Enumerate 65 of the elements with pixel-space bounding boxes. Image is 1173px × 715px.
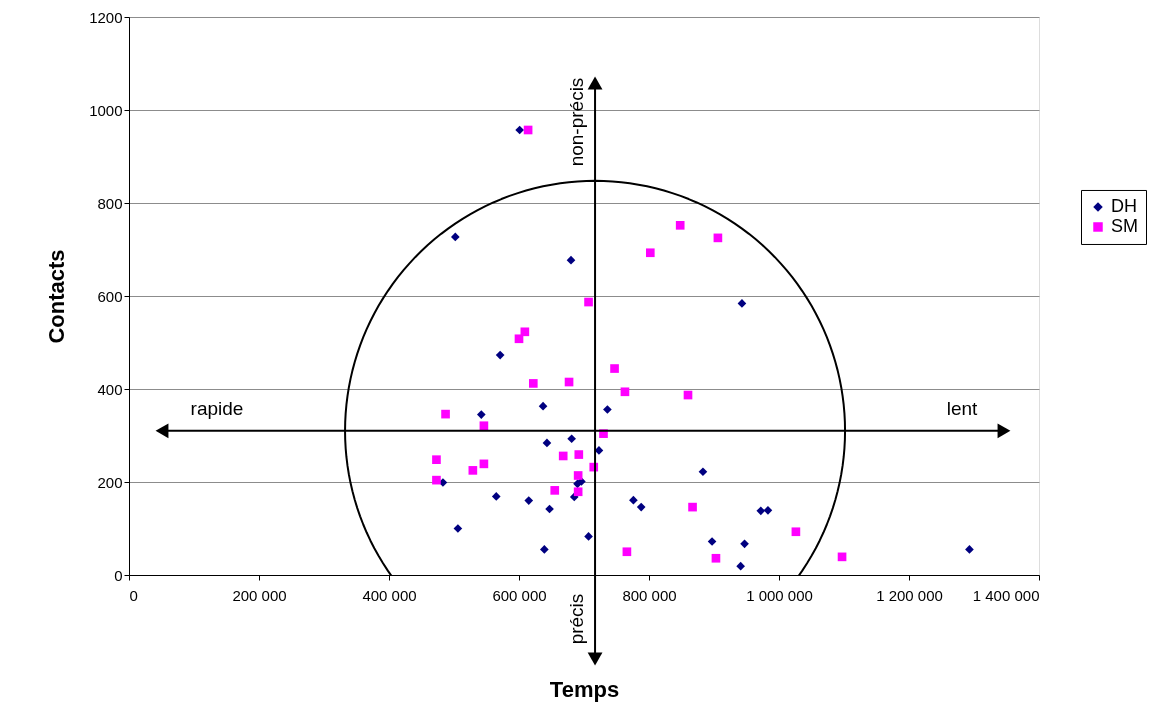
x-tick-label: 1 200 000 <box>876 586 943 604</box>
point <box>698 467 708 477</box>
point <box>479 421 489 431</box>
point <box>763 506 773 515</box>
point <box>450 232 460 242</box>
point <box>495 350 505 360</box>
x-axis-title: Temps <box>549 676 620 702</box>
point <box>432 455 441 465</box>
point <box>629 495 638 505</box>
x-tick-label: 200 000 <box>232 586 287 604</box>
y-tick-label: 1000 <box>89 101 123 119</box>
annotation: rapide <box>190 397 244 419</box>
point <box>441 409 450 419</box>
point <box>711 553 721 563</box>
point <box>573 487 583 497</box>
y-axis-title: Contacts <box>44 249 70 344</box>
x-tick-label: 400 000 <box>362 586 417 604</box>
point <box>528 379 538 388</box>
y-tick-label: 400 <box>97 380 123 398</box>
annotation: lent <box>946 397 979 419</box>
x-tick-label: 1 400 000 <box>972 586 1040 604</box>
point <box>524 496 534 505</box>
point <box>756 506 766 516</box>
point <box>491 492 501 501</box>
y-tick-label: 200 <box>97 473 123 491</box>
point <box>688 502 697 512</box>
y-tick-label: 800 <box>97 194 123 212</box>
point <box>675 220 685 230</box>
point <box>432 475 441 485</box>
point <box>736 561 745 571</box>
point <box>468 466 478 475</box>
x-tick-label: 1 000 000 <box>746 586 813 604</box>
point <box>514 334 524 344</box>
point <box>542 438 552 448</box>
y-tick-label: 0 <box>114 566 123 584</box>
point <box>610 364 619 373</box>
point <box>584 297 593 307</box>
x-tick-label: 0 <box>129 586 138 604</box>
point <box>573 471 583 480</box>
y-tick-label: 1200 <box>89 8 123 26</box>
text: précis <box>566 593 588 645</box>
point <box>550 486 560 495</box>
point <box>622 547 632 557</box>
point <box>540 545 549 554</box>
point <box>584 532 593 541</box>
legend-label: DH <box>1111 195 1137 216</box>
point <box>791 527 801 537</box>
point <box>574 450 584 459</box>
x-tick-label: 600 000 <box>492 586 547 604</box>
y-tick-label: 600 <box>97 287 123 305</box>
point <box>566 255 576 265</box>
point <box>476 410 486 419</box>
x-tick-label: 800 000 <box>622 586 677 604</box>
point <box>620 387 630 397</box>
point <box>636 502 646 512</box>
point <box>965 545 974 554</box>
point <box>603 405 612 414</box>
point <box>645 248 655 258</box>
annotation: non-précis <box>566 77 588 167</box>
point <box>740 539 749 549</box>
point <box>520 327 530 337</box>
point <box>567 434 576 444</box>
legend-label: SM <box>1111 215 1138 236</box>
point <box>558 451 568 461</box>
point <box>538 401 548 411</box>
